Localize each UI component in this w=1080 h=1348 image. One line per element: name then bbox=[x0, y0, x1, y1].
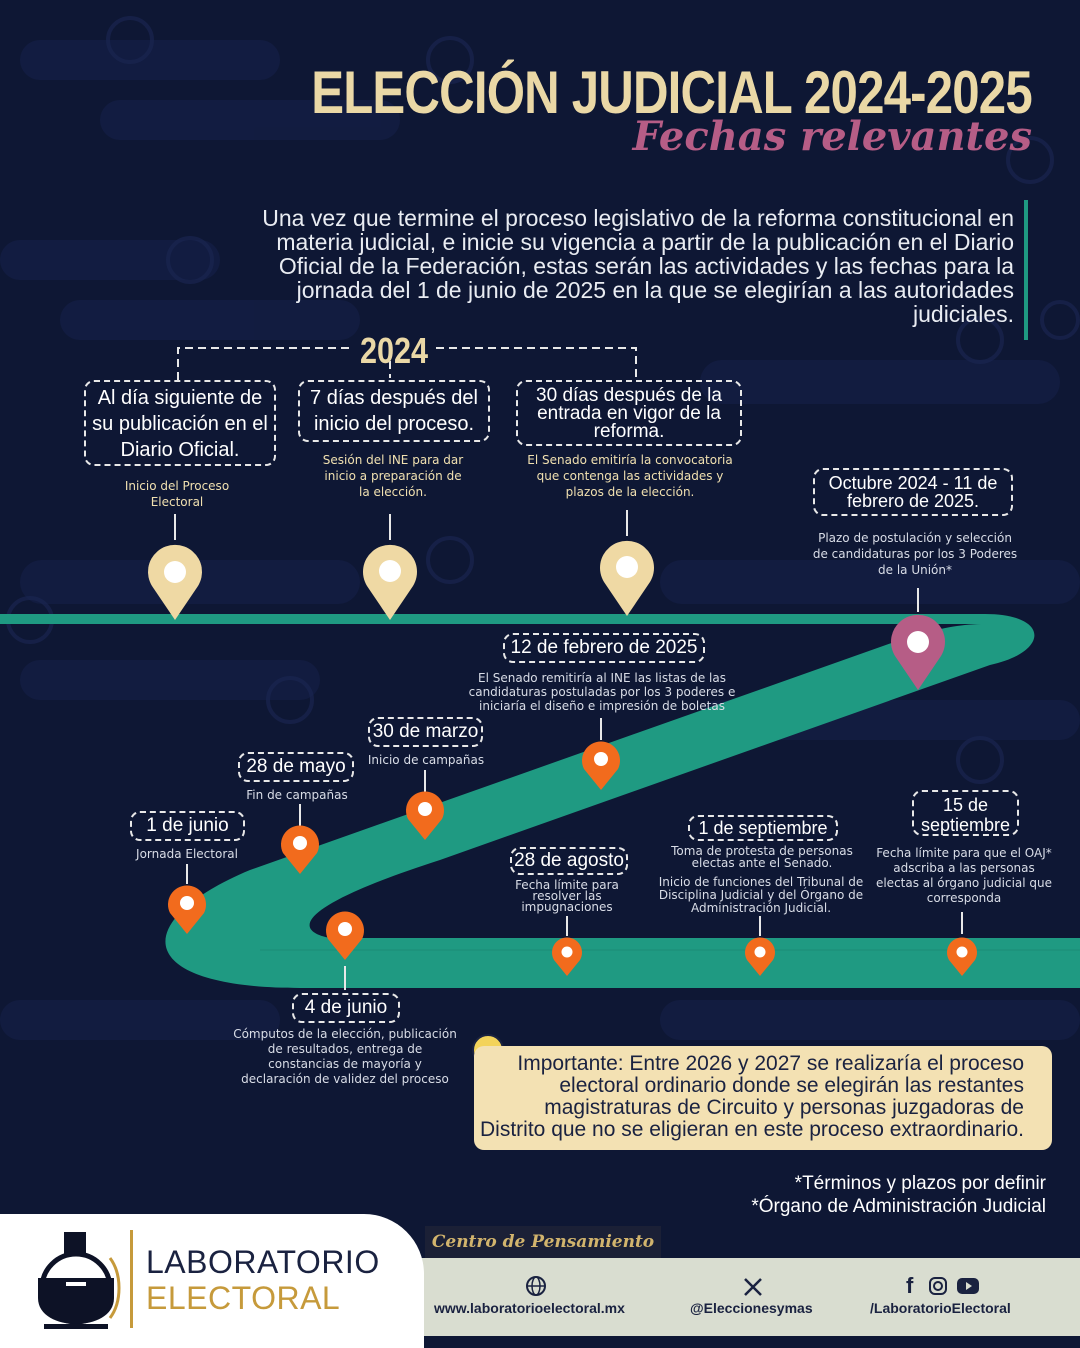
event-date-box: 15 de septiembre bbox=[912, 790, 1019, 836]
event-date-box: 12 de febrero de 2025 bbox=[503, 633, 705, 663]
important-note: Importante: Entre 2026 y 2027 se realiza… bbox=[474, 1046, 1052, 1150]
ballot-box-logo-icon bbox=[38, 1232, 121, 1329]
social-handle-link[interactable]: /LaboratorioElectoral bbox=[870, 1300, 1011, 1316]
event-caption: Jornada Electoral bbox=[136, 847, 238, 861]
map-pin-icon bbox=[167, 741, 978, 976]
website-link[interactable]: www.laboratorioelectoral.mx bbox=[434, 1300, 625, 1316]
x-logo-icon bbox=[744, 1278, 762, 1296]
event-caption: Cómputos de la elección, publicación de … bbox=[233, 1027, 457, 1086]
event-caption: Sesión del INE para dar inicio a prepara… bbox=[322, 453, 464, 499]
event-caption: El Senado emitiría la convocatoria que c… bbox=[527, 453, 733, 499]
instagram-icon bbox=[929, 1277, 947, 1295]
event-date-box: Octubre 2024 - 11 de febrero de 2025. bbox=[813, 468, 1013, 516]
year-label: 2024 bbox=[360, 330, 429, 371]
event-date-box: 28 de mayo bbox=[238, 752, 354, 782]
intro-paragraph: Una vez que termine el proceso legislati… bbox=[262, 205, 1014, 327]
event-caption: Inicio de campañas bbox=[367, 753, 485, 767]
event-caption: El Senado remitiría al INE las listas de… bbox=[468, 671, 736, 713]
event-caption-secondary: Inicio de funciones del Tribunal de Disc… bbox=[658, 875, 864, 915]
brand-name-line2: ELECTORAL bbox=[146, 1280, 341, 1316]
x-handle-link[interactable]: @Eleccionesymas bbox=[690, 1300, 813, 1316]
facebook-icon: f bbox=[906, 1273, 914, 1298]
event-date-box: 28 de agosto bbox=[510, 847, 628, 875]
event-caption: Inicio del Proceso Electoral bbox=[124, 479, 230, 509]
event-date-box: 4 de junio bbox=[292, 993, 400, 1023]
footnote: *Órgano de Administración Judicial bbox=[751, 1196, 1046, 1217]
event-date-box: 7 días después del inicio del proceso. bbox=[298, 380, 490, 442]
brand-name-line1: LABORATORIO bbox=[146, 1244, 380, 1280]
event-date-box: 1 de septiembre bbox=[688, 815, 838, 841]
event-caption: Fecha límite para resolver las impugnaci… bbox=[515, 878, 619, 914]
event-caption: Fin de campañas bbox=[246, 788, 348, 802]
footnotes: *Términos y plazos por definir *Órgano d… bbox=[751, 1172, 1046, 1218]
map-pin-icon bbox=[148, 540, 654, 620]
globe-icon bbox=[526, 1276, 546, 1296]
page-title: ELECCIÓN JUDICIAL 2024-2025 bbox=[311, 59, 1033, 126]
youtube-icon bbox=[957, 1278, 979, 1294]
event-caption: Fecha límite para que el OAJ* adscriba a… bbox=[875, 846, 1053, 905]
logo-divider bbox=[130, 1230, 133, 1328]
event-date-box: Al día siguiente de su publicación en el… bbox=[84, 380, 276, 466]
tagline: Centro de Pensamiento bbox=[425, 1226, 661, 1258]
footer-bar bbox=[400, 1258, 1080, 1336]
event-caption: Plazo de postulación y selección de cand… bbox=[812, 531, 1018, 577]
event-date-box: 1 de junio bbox=[130, 811, 245, 841]
event-date-box: 30 días después de la entrada en vigor d… bbox=[516, 380, 742, 446]
event-caption: Toma de protesta de personas electas ant… bbox=[671, 844, 853, 870]
page-subtitle: Fechas relevantes bbox=[632, 113, 1032, 160]
footnote: *Términos y plazos por definir bbox=[794, 1173, 1046, 1194]
intro-accent-bar bbox=[1024, 200, 1028, 340]
event-date-box: 30 de marzo bbox=[368, 717, 483, 747]
